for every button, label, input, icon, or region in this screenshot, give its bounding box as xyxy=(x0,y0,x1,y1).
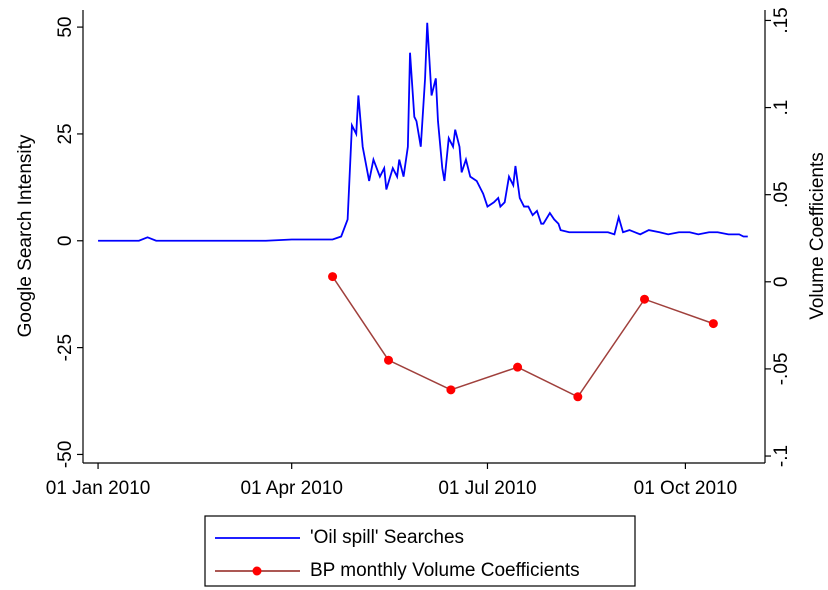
series-marker xyxy=(328,272,338,282)
y-tick-label: 50 xyxy=(55,17,76,38)
y2-tick-label: .15 xyxy=(771,7,792,33)
series-marker xyxy=(708,319,718,329)
y-tick-label: 25 xyxy=(55,123,76,144)
y-axis-title: Google Search Intensity xyxy=(15,134,36,337)
y2-tick-label: -.05 xyxy=(771,353,792,386)
y2-tick-label: 0 xyxy=(771,277,792,288)
y-tick-label: -25 xyxy=(55,334,76,361)
series-marker xyxy=(640,294,650,304)
x-tick-label: 01 Jan 2010 xyxy=(46,478,151,499)
legend-box xyxy=(204,515,636,587)
y2-axis-title: Volume Coefficients xyxy=(807,152,828,320)
legend-label: 'Oil spill' Searches xyxy=(310,527,464,548)
y-tick-label: -50 xyxy=(55,441,76,468)
series-marker xyxy=(446,385,456,395)
x-tick-label: 01 Apr 2010 xyxy=(240,478,342,499)
legend-label: BP monthly Volume Coefficients xyxy=(310,560,580,581)
legend-marker xyxy=(252,566,262,576)
y2-tick-label: .05 xyxy=(771,181,792,207)
series-line xyxy=(331,276,714,398)
series-marker xyxy=(513,362,523,372)
series-line xyxy=(98,22,748,242)
y2-tick-label: .1 xyxy=(771,100,792,116)
x-tick-label: 01 Jul 2010 xyxy=(438,478,536,499)
series-marker xyxy=(573,392,583,402)
y-tick-label: 0 xyxy=(55,235,76,246)
x-tick-label: 01 Oct 2010 xyxy=(634,478,738,499)
series-marker xyxy=(384,355,394,365)
y2-tick-label: -.1 xyxy=(771,445,792,467)
